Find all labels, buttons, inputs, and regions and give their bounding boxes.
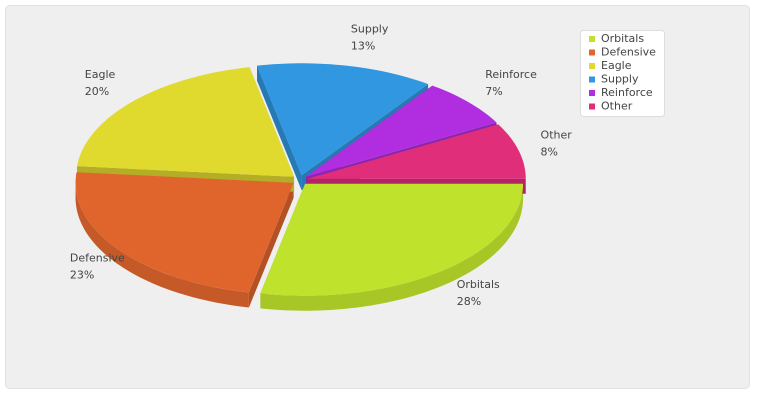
legend-swatch xyxy=(589,36,595,42)
legend-swatch xyxy=(589,63,595,69)
slice-value-label: 13% xyxy=(351,39,375,52)
slice-value-label: 7% xyxy=(485,85,502,98)
legend-label: Defensive xyxy=(601,46,656,59)
slice xyxy=(75,172,294,293)
slice xyxy=(305,85,497,177)
slice-value-label: 20% xyxy=(85,85,109,98)
slice-label: Orbitals xyxy=(457,278,500,291)
slice xyxy=(307,124,526,179)
slice xyxy=(77,67,295,177)
legend-swatch xyxy=(589,103,595,110)
slice-label: Other xyxy=(541,128,573,141)
legend-swatch xyxy=(589,90,595,96)
legend-label: Supply xyxy=(601,73,639,86)
slice-wall xyxy=(256,65,302,191)
slice xyxy=(256,63,429,176)
slice-value-label: 23% xyxy=(70,268,94,281)
legend-label: Eagle xyxy=(601,59,632,72)
legend: OrbitalsDefensiveEagleSupplyReinforceOth… xyxy=(580,30,665,117)
slice-value-label: 28% xyxy=(457,295,481,308)
slice-wall xyxy=(248,182,294,308)
legend-label: Reinforce xyxy=(601,86,653,99)
slice-label: Supply xyxy=(351,22,389,35)
legend-swatch xyxy=(589,49,595,56)
slice-side xyxy=(260,183,524,311)
slice xyxy=(260,183,524,296)
legend-label: Other xyxy=(601,100,633,113)
slice-value-label: 8% xyxy=(541,145,558,158)
legend-box xyxy=(580,30,665,117)
legend-label: Orbitals xyxy=(601,32,644,45)
slice-label: Eagle xyxy=(85,68,116,81)
slice-label: Defensive xyxy=(70,251,125,264)
slice-side xyxy=(75,182,249,308)
slice-label: Reinforce xyxy=(485,68,537,81)
legend-swatch xyxy=(589,76,595,83)
